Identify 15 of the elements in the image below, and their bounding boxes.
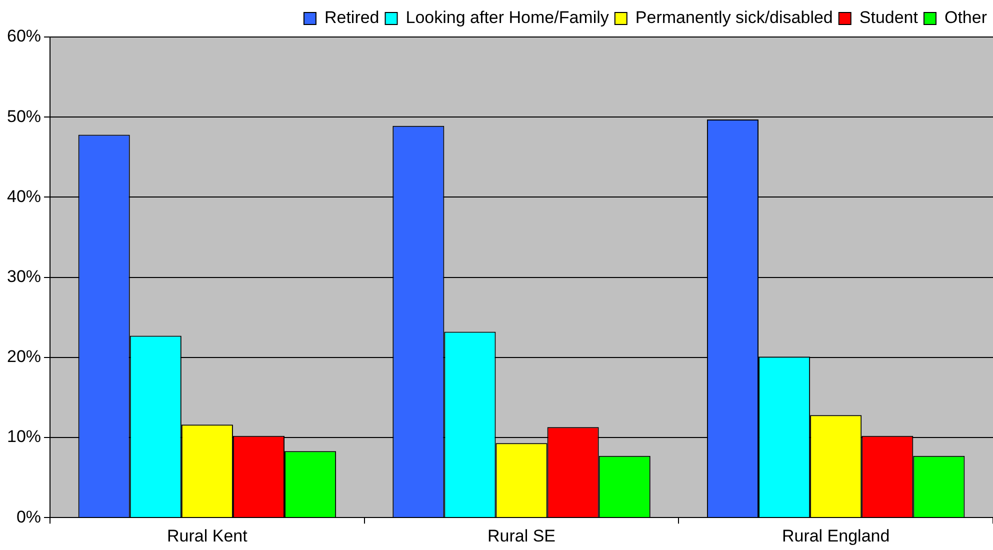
y-tick-label: 60%: [6, 26, 42, 46]
legend-label: Other: [944, 8, 988, 28]
y-tick-label: 40%: [6, 186, 42, 206]
x-tick-label: Rural England: [782, 526, 890, 546]
y-tick-label: 30%: [6, 266, 42, 286]
legend-label: Student: [859, 8, 918, 28]
legend-label: Retired: [324, 8, 380, 28]
x-tick-label: Rural SE: [487, 526, 556, 546]
x-tick-label: Rural Kent: [167, 526, 248, 546]
y-tick-label: 0%: [16, 507, 42, 526]
y-tick-label: 20%: [6, 347, 42, 366]
y-tick-label: 50%: [6, 106, 42, 126]
legend-label: Looking after Home/Family: [406, 8, 610, 28]
y-tick-label: 10%: [6, 427, 42, 446]
legend-label: Permanently sick/disabled: [635, 8, 833, 28]
